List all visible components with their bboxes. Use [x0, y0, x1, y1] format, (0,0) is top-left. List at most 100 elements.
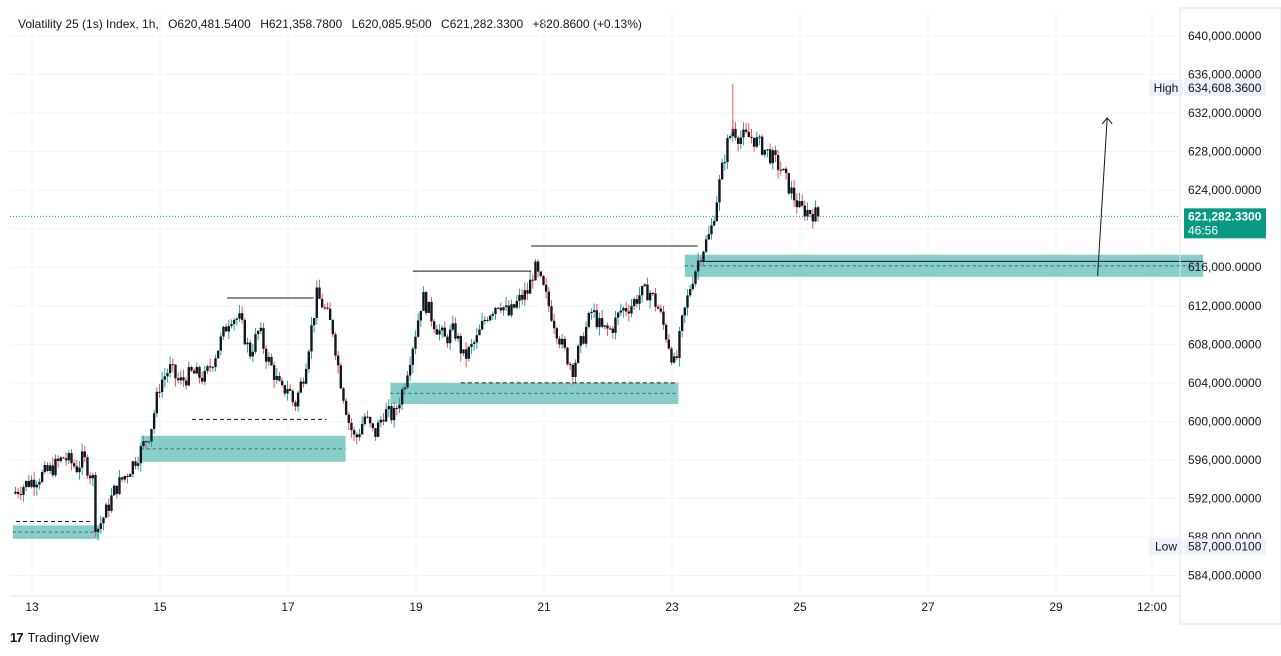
- candle-body: [443, 327, 446, 337]
- candle-body: [107, 504, 110, 511]
- x-tick-label: 21: [537, 600, 551, 614]
- candle-body: [603, 325, 606, 327]
- candle-body: [680, 315, 684, 331]
- candle-body: [91, 475, 94, 479]
- candle-body: [728, 136, 732, 138]
- candle-body: [723, 162, 726, 164]
- candle-body: [115, 485, 118, 494]
- candle-body: [763, 149, 766, 155]
- y-tick-label: 616,000.0000: [1188, 260, 1262, 274]
- candle-body: [203, 370, 206, 382]
- candle-body: [139, 446, 142, 464]
- candle-body: [78, 467, 81, 473]
- candle-body: [280, 380, 284, 386]
- candle-body: [726, 137, 729, 163]
- candle-body: [659, 308, 662, 312]
- low-badge-value: 587,000.0100: [1188, 540, 1262, 554]
- candle-body: [656, 306, 660, 309]
- candle-body: [694, 271, 697, 284]
- candle-body: [715, 202, 718, 222]
- candle-body: [48, 465, 52, 471]
- candle-body: [302, 381, 305, 384]
- high-badge-label-bg: [1149, 79, 1183, 96]
- change-value: +820.8600 (+0.13%): [532, 17, 642, 31]
- candle-body: [539, 271, 542, 277]
- candle-body: [251, 351, 254, 357]
- candle-body: [416, 320, 420, 337]
- candle-body: [630, 306, 633, 314]
- candle-body: [427, 301, 430, 313]
- candle-body: [608, 328, 612, 330]
- tradingview-brand[interactable]: 17 TradingView: [10, 630, 99, 645]
- candle-body: [390, 406, 393, 421]
- candle-body: [587, 312, 590, 327]
- candle-body: [672, 356, 676, 363]
- candle-body: [686, 295, 689, 308]
- low-badge-label-bg: [1149, 538, 1183, 555]
- candle-body: [264, 348, 268, 362]
- candle-body: [59, 457, 62, 461]
- price-axis-frame: [1179, 7, 1281, 625]
- candle-body: [611, 328, 614, 333]
- candle-body: [72, 463, 76, 467]
- candle-body: [662, 311, 665, 325]
- candle-body: [488, 315, 492, 321]
- y-tick-label: 604,000.0000: [1188, 376, 1262, 390]
- candle-body: [536, 261, 540, 272]
- candle-body: [168, 364, 172, 374]
- candle-body: [472, 342, 476, 344]
- candle-body: [374, 428, 377, 437]
- candle-body: [515, 300, 518, 308]
- candle-body: [27, 480, 30, 487]
- candle-body: [256, 331, 260, 335]
- candle-body: [283, 385, 286, 394]
- candle-body: [454, 323, 457, 339]
- candle-body: [235, 318, 238, 320]
- candle-body: [136, 463, 140, 466]
- candle-body: [344, 400, 348, 415]
- candle-body: [211, 367, 214, 369]
- candle-body: [299, 381, 302, 393]
- y-tick-label: 584,000.0000: [1188, 569, 1262, 583]
- candle-body: [670, 348, 673, 363]
- candle-body: [635, 299, 638, 304]
- low-badge: Low 587,000.0100: [1149, 538, 1266, 555]
- candle-body: [131, 461, 134, 475]
- open-value: O620,481.5400: [168, 17, 251, 31]
- candle-body: [704, 239, 708, 252]
- candle-body: [96, 528, 100, 532]
- candle-body: [654, 293, 657, 307]
- candle-body: [179, 377, 182, 381]
- candle-body: [243, 319, 246, 345]
- last-price-value: 621,282.3300: [1188, 209, 1262, 223]
- candle-body: [456, 335, 460, 339]
- candle-body: [592, 310, 596, 313]
- candle-body: [334, 334, 337, 356]
- candle-body: [216, 350, 220, 359]
- candle-body: [462, 349, 465, 354]
- candle-body: [771, 150, 774, 164]
- candle-body: [224, 326, 228, 332]
- candle-body: [166, 373, 169, 377]
- candle-body: [544, 284, 548, 292]
- candle-body: [134, 461, 137, 466]
- candle-body: [755, 137, 758, 147]
- candle-body: [606, 325, 609, 329]
- candle-body: [75, 466, 78, 473]
- candle-body: [480, 321, 484, 330]
- y-tick-label: 600,000.0000: [1188, 414, 1262, 428]
- candle-body: [448, 329, 452, 344]
- candle-body: [774, 150, 777, 155]
- x-tick-label: 29: [1049, 600, 1063, 614]
- candle-body: [267, 356, 270, 362]
- candle-body: [622, 308, 625, 311]
- candle-body: [360, 423, 364, 435]
- candle-body: [624, 308, 628, 312]
- low-badge-label: Low: [1155, 540, 1177, 554]
- candle-body: [414, 336, 417, 349]
- candle-body: [398, 404, 401, 409]
- high-badge-label: High: [1154, 81, 1179, 95]
- candle-body: [339, 365, 342, 389]
